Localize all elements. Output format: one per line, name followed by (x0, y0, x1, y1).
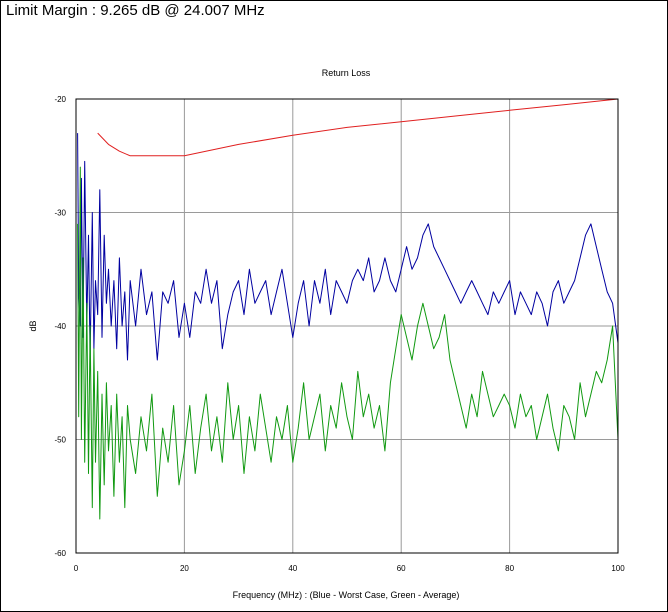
series-line-worst (77, 133, 619, 361)
y-tick-label: -30 (54, 209, 66, 218)
plot-border (75, 98, 619, 554)
y-tick-label: -50 (54, 436, 66, 445)
series-line-average (77, 166, 619, 520)
x-axis-ticks: 0 20 40 60 80 100 (74, 564, 625, 573)
x-tick-label: 0 (74, 564, 79, 573)
grid (76, 99, 618, 553)
x-tick-label: 40 (288, 564, 297, 573)
y-axis-label: dB (28, 320, 38, 331)
limit-margin-text: Limit Margin : 9.265 dB @ 24.007 MHz (6, 2, 265, 19)
x-axis-label: Frequency (MHz) : (Blue - Worst Case, Gr… (233, 590, 460, 600)
x-tick-label: 100 (611, 564, 625, 573)
series-line-limit (97, 98, 619, 157)
x-tick-label: 60 (397, 564, 406, 573)
y-tick-label: -40 (54, 322, 66, 331)
chart-title: Return Loss (322, 68, 371, 78)
y-tick-label: -20 (54, 95, 66, 104)
y-tick-label: -60 (54, 549, 66, 558)
x-tick-label: 80 (505, 564, 514, 573)
x-tick-label: 20 (180, 564, 189, 573)
y-axis-ticks: -20 -30 -40 -50 -60 (54, 95, 66, 558)
series-lines (77, 98, 619, 520)
